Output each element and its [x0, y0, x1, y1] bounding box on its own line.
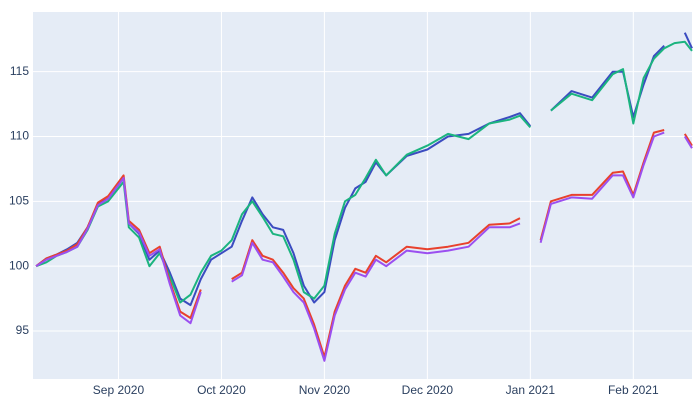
- series-line: [550, 40, 693, 125]
- x-tick-label: Oct 2020: [197, 383, 246, 397]
- labels: 95 100 105 110 115 Sep 2020 Oct 2020 Nov 2020 De…: [9, 64, 659, 397]
- x-tick-label: Feb 2021: [608, 383, 659, 397]
- series-line: [35, 177, 202, 325]
- plot-background: [33, 12, 692, 379]
- y-tick-label: 115: [10, 64, 29, 78]
- series-line: [683, 133, 693, 147]
- series-line: [683, 32, 693, 49]
- y-tick-label: 95: [16, 323, 30, 337]
- x-tick-label: Dec 2020: [402, 383, 454, 397]
- y-tick-label: 110: [10, 129, 29, 143]
- lines: [35, 32, 693, 362]
- series-line: [35, 114, 532, 304]
- x-tick-label: Sep 2020: [93, 383, 145, 397]
- grid: [33, 12, 692, 379]
- series-line: [231, 222, 521, 362]
- x-tick-label: Jan 2021: [506, 383, 556, 397]
- series-line: [231, 217, 521, 358]
- x-tick-label: Nov 2020: [299, 383, 351, 397]
- series-line: [539, 129, 665, 241]
- y-tick-label: 105: [9, 194, 29, 208]
- series-line: [539, 131, 665, 244]
- y-tick-label: 100: [9, 258, 29, 272]
- series-line: [683, 135, 693, 149]
